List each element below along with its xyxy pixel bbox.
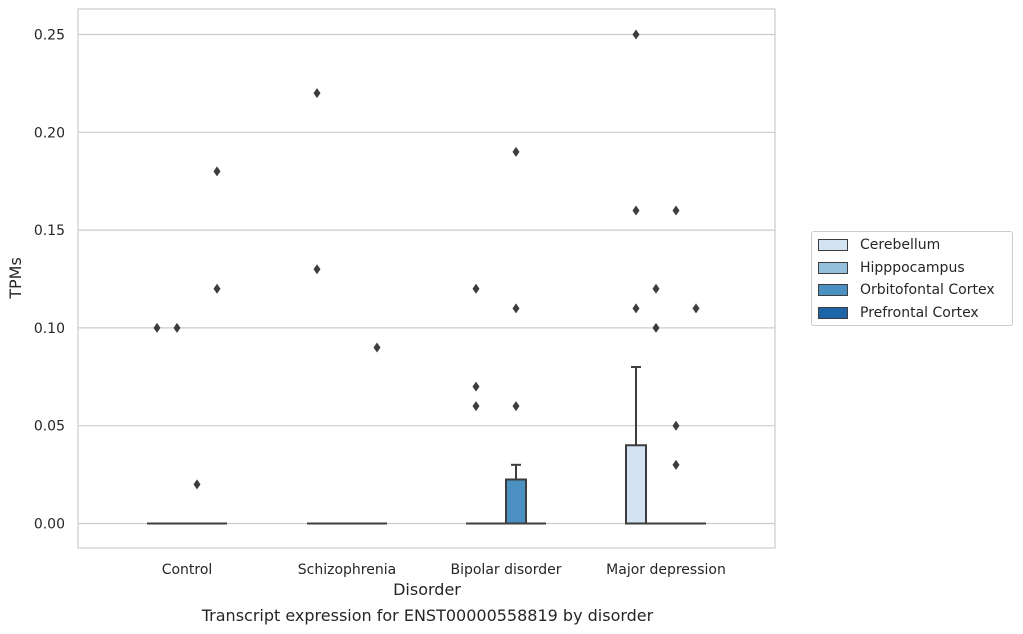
x-tick-label: Bipolar disorder <box>450 562 561 578</box>
y-tick-label: 0.05 <box>34 419 65 435</box>
y-tick-label: 0.00 <box>34 517 65 533</box>
outliers <box>153 29 700 490</box>
y-tick-label: 0.20 <box>34 125 65 141</box>
y-tick-label: 0.10 <box>34 321 65 337</box>
figure-caption: Transcript expression for ENST0000055881… <box>201 606 654 625</box>
box <box>505 478 527 525</box>
outlier-point <box>672 205 680 216</box>
legend-item-hippocampus: Hipppocampus <box>818 259 965 277</box>
y-tick-labels: 0.00 0.05 0.10 0.15 0.20 0.25 <box>34 28 65 533</box>
x-tick-labels: Control Schizophrenia Bipolar disorder Majo… <box>162 562 726 578</box>
outlier-point <box>472 401 480 412</box>
x-tick-label: Schizophrenia <box>298 562 396 578</box>
outlier-point <box>313 264 321 275</box>
legend-item-cerebellum: Cerebellum <box>818 236 940 254</box>
legend-item-prefrontal: Prefrontal Cortex <box>818 304 979 322</box>
legend-label: Orbitofontal Cortex <box>860 282 995 298</box>
outlier-point <box>692 303 700 314</box>
outlier-point <box>313 88 321 99</box>
outlier-point <box>512 303 520 314</box>
outlier-point <box>652 283 660 294</box>
x-tick-label: Major depression <box>606 562 726 578</box>
boxes <box>147 366 706 525</box>
outlier-point <box>672 420 680 431</box>
gridlines <box>78 33 775 525</box>
plot-frame <box>77 8 776 549</box>
legend-swatch-prefrontal <box>818 307 848 319</box>
outlier-point <box>213 166 221 177</box>
outlier-point <box>672 459 680 470</box>
outlier-point <box>213 283 221 294</box>
y-tick-label: 0.25 <box>34 28 65 44</box>
legend-swatch-hippocampus <box>818 262 848 274</box>
legend-swatch-orbitofrontal <box>818 284 848 296</box>
outlier-point <box>632 29 640 40</box>
legend-swatch-cerebellum <box>818 239 848 251</box>
outlier-point <box>652 322 660 333</box>
legend: Cerebellum Hipppocampus Orbitofontal Cor… <box>811 231 1013 326</box>
box <box>625 444 647 525</box>
y-tick-label: 0.15 <box>34 223 65 239</box>
x-axis-label: Disorder <box>393 580 461 599</box>
legend-item-orbitofrontal: Orbitofontal Cortex <box>818 281 995 299</box>
outlier-point <box>173 322 181 333</box>
y-axis-label: TPMs <box>6 257 25 300</box>
outlier-point <box>153 322 161 333</box>
outlier-point <box>632 205 640 216</box>
outlier-point <box>512 146 520 157</box>
legend-label: Prefrontal Cortex <box>860 305 979 321</box>
outlier-point <box>512 401 520 412</box>
outlier-point <box>632 303 640 314</box>
outlier-point <box>472 381 480 392</box>
outlier-point <box>193 479 201 490</box>
legend-label: Hipppocampus <box>860 260 965 276</box>
x-tick-label: Control <box>162 562 213 578</box>
legend-label: Cerebellum <box>860 237 941 253</box>
outlier-point <box>472 283 480 294</box>
outlier-point <box>373 342 381 353</box>
